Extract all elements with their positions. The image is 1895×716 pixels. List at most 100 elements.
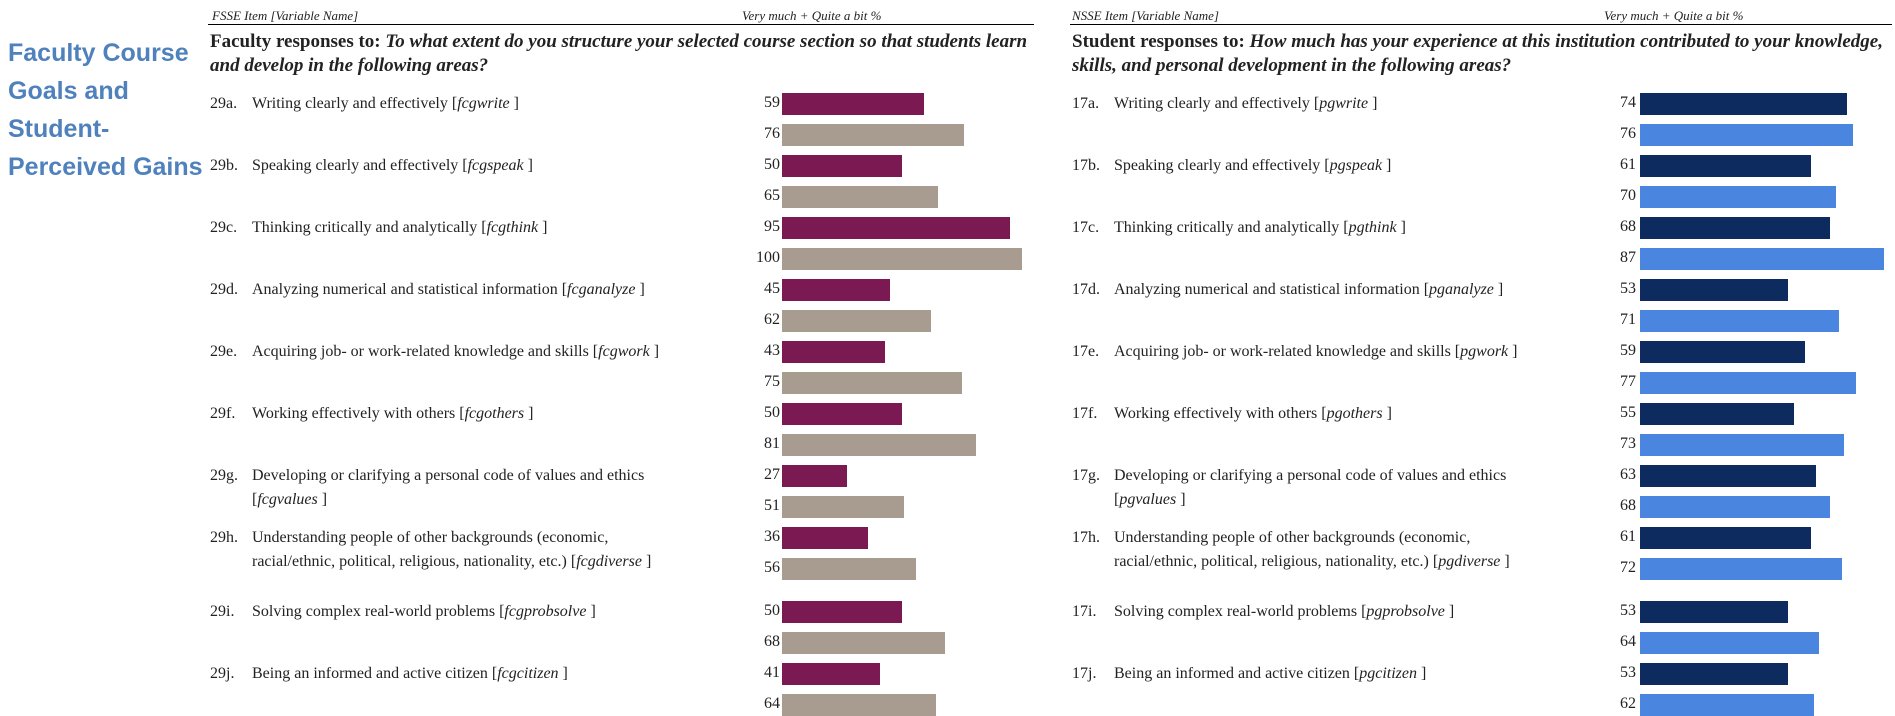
- primary-value-label: 45: [764, 280, 780, 297]
- item-variable-name: fcgwork: [598, 343, 650, 360]
- secondary-bar: [782, 310, 931, 332]
- item-variable-name: fcgothers: [464, 405, 525, 422]
- secondary-bar: [782, 124, 965, 146]
- item-code: 17d.: [1072, 281, 1100, 298]
- primary-value-label: 27: [764, 466, 780, 483]
- left-item-column-header: FSSE Item [Variable Name]: [212, 8, 359, 23]
- item-bracket-close: ]: [1368, 95, 1378, 112]
- primary-value-label: 95: [764, 218, 780, 235]
- item-code: 29a.: [210, 95, 238, 112]
- item-code: 29d.: [210, 281, 238, 298]
- item-variable-name: fcgprobsolve: [504, 603, 587, 620]
- secondary-value-label: 76: [764, 125, 780, 142]
- right-question-text: How much has your experience at this ins…: [1072, 31, 1883, 76]
- item-variable-name: fcgthink: [486, 219, 539, 236]
- item-variable-name: pgothers: [1326, 405, 1383, 422]
- secondary-value-label: 75: [764, 373, 780, 390]
- secondary-value-label: 72: [1620, 559, 1636, 576]
- left-header-rule: [208, 24, 1034, 25]
- item-bracket-close: ]: [509, 95, 519, 112]
- item-label: Solving complex real-world problems [: [1114, 603, 1367, 620]
- item-variable-name: fcgdiverse: [576, 553, 642, 570]
- item-label: Developing or clarifying a personal code…: [252, 467, 645, 508]
- item-bracket-close: ]: [1500, 553, 1510, 570]
- item-text: Thinking critically and analytically [pg…: [1114, 216, 1532, 240]
- item-label: Working effectively with others [: [1114, 405, 1327, 422]
- item-label: Speaking clearly and effectively [: [252, 157, 468, 174]
- right-question-lead: Student responses to:: [1072, 31, 1250, 52]
- item-text: Developing or clarifying a personal code…: [252, 464, 670, 512]
- item-text: Speaking clearly and effectively [pgspea…: [1114, 154, 1532, 178]
- item-code: 17g.: [1072, 467, 1100, 484]
- secondary-bar: [1640, 310, 1839, 332]
- item-variable-name: pgwork: [1460, 343, 1509, 360]
- secondary-bar: [782, 186, 938, 208]
- primary-bar: [1640, 403, 1794, 425]
- secondary-bar: [782, 372, 962, 394]
- secondary-bar: [1640, 558, 1842, 580]
- primary-bar: [782, 403, 902, 425]
- secondary-bar: [1640, 124, 1853, 146]
- item-bracket-close: ]: [524, 405, 534, 422]
- secondary-value-label: 71: [1620, 311, 1636, 328]
- item-text: Thinking critically and analytically [fc…: [252, 216, 670, 240]
- secondary-bar: [1640, 434, 1845, 456]
- secondary-bar: [1640, 248, 1884, 270]
- item-text: Understanding people of other background…: [252, 526, 670, 574]
- item-code: 29b.: [210, 157, 238, 174]
- item-code: 17j.: [1072, 665, 1097, 682]
- item-bracket-close: ]: [1382, 157, 1392, 174]
- secondary-value-label: 62: [1620, 695, 1636, 712]
- primary-bar: [1640, 465, 1817, 487]
- primary-value-label: 61: [1620, 528, 1636, 545]
- left-value-column-header: Very much + Quite a bit %: [742, 8, 882, 23]
- secondary-value-label: 77: [1620, 373, 1636, 390]
- item-bracket-close: ]: [649, 343, 660, 360]
- item-text: Understanding people of other background…: [1114, 526, 1532, 574]
- secondary-value-label: 64: [1620, 633, 1636, 650]
- primary-value-label: 53: [1620, 280, 1636, 297]
- primary-value-label: 43: [764, 342, 780, 359]
- secondary-value-label: 51: [764, 497, 780, 514]
- primary-value-label: 59: [764, 94, 780, 111]
- primary-value-label: 50: [764, 156, 780, 173]
- right-item-column-header: NSSE Item [Variable Name]: [1072, 8, 1219, 23]
- item-variable-name: pgspeak: [1329, 157, 1383, 174]
- secondary-value-label: 76: [1620, 125, 1636, 142]
- item-bracket-close: ]: [641, 553, 652, 570]
- item-code: 17a.: [1072, 95, 1100, 112]
- item-text: Acquiring job- or work-related knowledge…: [1114, 340, 1532, 364]
- item-label: Analyzing numerical and statistical info…: [252, 281, 568, 298]
- primary-bar: [782, 465, 847, 487]
- primary-bar: [782, 93, 924, 115]
- secondary-bar: [1640, 694, 1814, 716]
- secondary-value-label: 68: [764, 633, 780, 650]
- primary-bar: [782, 155, 902, 177]
- item-text: Working effectively with others [pgother…: [1114, 402, 1532, 426]
- item-label: Writing clearly and effectively [: [252, 95, 458, 112]
- primary-bar: [782, 279, 890, 301]
- secondary-bar: [782, 434, 977, 456]
- item-text: Analyzing numerical and statistical info…: [1114, 278, 1532, 302]
- secondary-bar: [782, 248, 1022, 270]
- item-label: Speaking clearly and effectively [: [1114, 157, 1330, 174]
- primary-value-label: 53: [1620, 664, 1636, 681]
- item-text: Solving complex real-world problems [fcg…: [252, 600, 670, 624]
- left-question-lead: Faculty responses to:: [210, 31, 386, 52]
- item-text: Speaking clearly and effectively [fcgspe…: [252, 154, 670, 178]
- secondary-bar: [782, 496, 905, 518]
- item-text: Being an informed and active citizen [fc…: [252, 662, 670, 686]
- item-bracket-close: ]: [523, 157, 533, 174]
- primary-value-label: 61: [1620, 156, 1636, 173]
- item-variable-name: pgprobsolve: [1366, 603, 1445, 620]
- item-bracket-close: ]: [586, 603, 596, 620]
- item-variable-name: pgcitizen: [1359, 665, 1417, 682]
- primary-value-label: 63: [1620, 466, 1636, 483]
- item-text: Developing or clarifying a personal code…: [1114, 464, 1532, 512]
- left-question-text: To what extent do you structure your sel…: [210, 31, 1028, 76]
- item-bracket-close: ]: [1508, 343, 1518, 360]
- item-code: 17b.: [1072, 157, 1100, 174]
- item-variable-name: pgwrite: [1319, 95, 1369, 112]
- secondary-value-label: 81: [764, 435, 780, 452]
- primary-bar: [782, 341, 886, 363]
